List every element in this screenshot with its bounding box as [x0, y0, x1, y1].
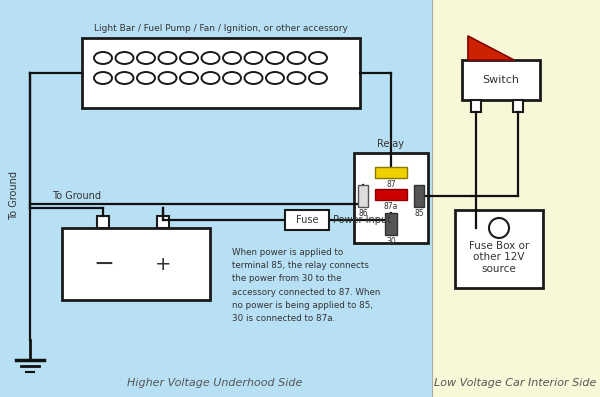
Ellipse shape [245, 72, 263, 84]
Ellipse shape [202, 52, 220, 64]
Ellipse shape [489, 218, 509, 238]
Bar [455, 210, 543, 288]
Ellipse shape [115, 72, 133, 84]
Bar [285, 210, 329, 230]
Ellipse shape [266, 52, 284, 64]
Ellipse shape [158, 72, 176, 84]
Ellipse shape [158, 52, 176, 64]
Ellipse shape [137, 52, 155, 64]
Text: Power Input: Power Input [333, 215, 391, 225]
Ellipse shape [287, 52, 305, 64]
Bar [513, 100, 523, 112]
Ellipse shape [180, 72, 198, 84]
Ellipse shape [266, 72, 284, 84]
Ellipse shape [202, 72, 220, 84]
Text: 87: 87 [386, 180, 396, 189]
Text: 86: 86 [358, 209, 368, 218]
Bar [462, 60, 540, 100]
Ellipse shape [223, 72, 241, 84]
Text: Light Bar / Fuel Pump / Fan / Ignition, or other accessory: Light Bar / Fuel Pump / Fan / Ignition, … [94, 24, 348, 33]
Bar [471, 100, 481, 112]
Ellipse shape [137, 72, 155, 84]
Text: 87a: 87a [384, 202, 398, 211]
Ellipse shape [94, 72, 112, 84]
Ellipse shape [180, 52, 198, 64]
Text: 85: 85 [414, 209, 424, 218]
Bar [97, 216, 109, 228]
Bar [414, 185, 424, 207]
Ellipse shape [309, 52, 327, 64]
Bar [82, 38, 360, 108]
Bar [358, 185, 368, 207]
Bar [354, 153, 428, 243]
Text: Relay: Relay [377, 139, 404, 149]
Bar [375, 189, 407, 200]
Text: 30: 30 [386, 237, 396, 246]
Ellipse shape [309, 72, 327, 84]
Text: When power is applied to
terminal 85, the relay connects
the power from 30 to th: When power is applied to terminal 85, th… [232, 248, 380, 323]
Ellipse shape [287, 72, 305, 84]
Ellipse shape [115, 52, 133, 64]
Bar [62, 228, 210, 300]
Text: Fuse: Fuse [296, 215, 318, 225]
Ellipse shape [223, 52, 241, 64]
Bar [375, 167, 407, 178]
Text: −: − [93, 252, 114, 276]
Ellipse shape [94, 52, 112, 64]
Text: +: + [154, 254, 171, 274]
Bar [0, 0, 432, 397]
Text: Higher Voltage Underhood Side: Higher Voltage Underhood Side [127, 378, 302, 388]
Text: Low Voltage Car Interior Side: Low Voltage Car Interior Side [434, 378, 596, 388]
Text: To Ground: To Ground [52, 191, 101, 201]
Bar [432, 0, 600, 397]
Text: Switch: Switch [482, 75, 520, 85]
Text: To Ground: To Ground [9, 170, 19, 220]
Bar [157, 216, 169, 228]
Polygon shape [468, 36, 514, 60]
Bar [385, 213, 397, 235]
Ellipse shape [245, 52, 263, 64]
Text: Fuse Box or
other 12V
source: Fuse Box or other 12V source [469, 241, 529, 274]
